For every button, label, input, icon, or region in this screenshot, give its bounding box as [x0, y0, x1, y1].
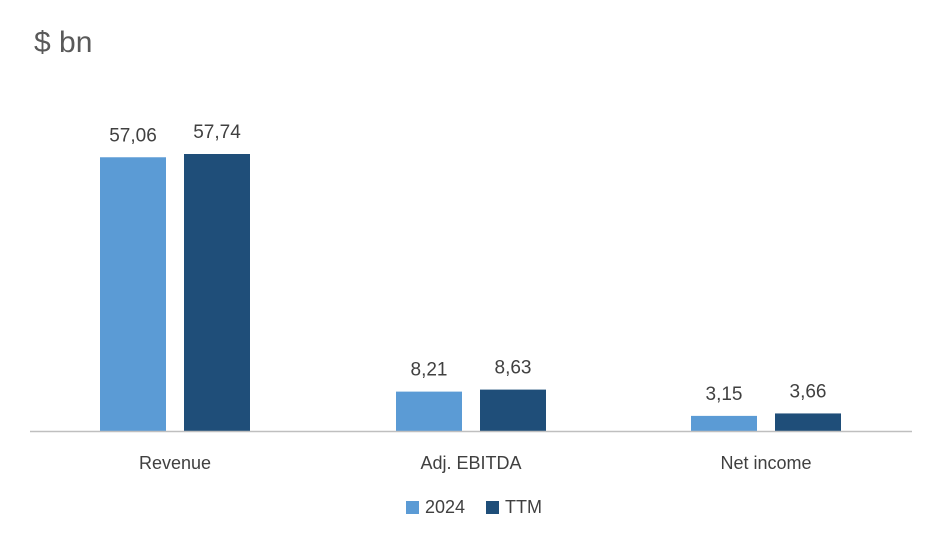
data-label-2024-1: 8,21	[411, 360, 448, 381]
data-label-ttm-1: 8,63	[495, 358, 532, 379]
category-label-2: Net income	[720, 453, 811, 473]
category-label-0: Revenue	[139, 453, 211, 473]
bar-2024-0	[100, 157, 166, 431]
bar-ttm-1	[480, 389, 546, 431]
data-label-2024-2: 3,15	[706, 384, 743, 405]
bar-2024-2	[691, 415, 757, 431]
legend-swatch-ttm	[486, 501, 499, 514]
category-label-1: Adj. EBITDA	[420, 453, 521, 473]
legend-label-ttm: TTM	[505, 497, 542, 517]
bar-ttm-0	[184, 154, 250, 431]
legend-label-2024: 2024	[425, 497, 465, 517]
data-label-ttm-0: 57,74	[193, 122, 241, 143]
data-label-ttm-2: 3,66	[790, 381, 827, 402]
bar-ttm-2	[775, 413, 841, 431]
data-label-2024-0: 57,06	[109, 125, 157, 146]
legend-swatch-2024	[406, 501, 419, 514]
bar-2024-1	[396, 391, 462, 431]
chart-unit-label: $ bn	[34, 26, 93, 59]
